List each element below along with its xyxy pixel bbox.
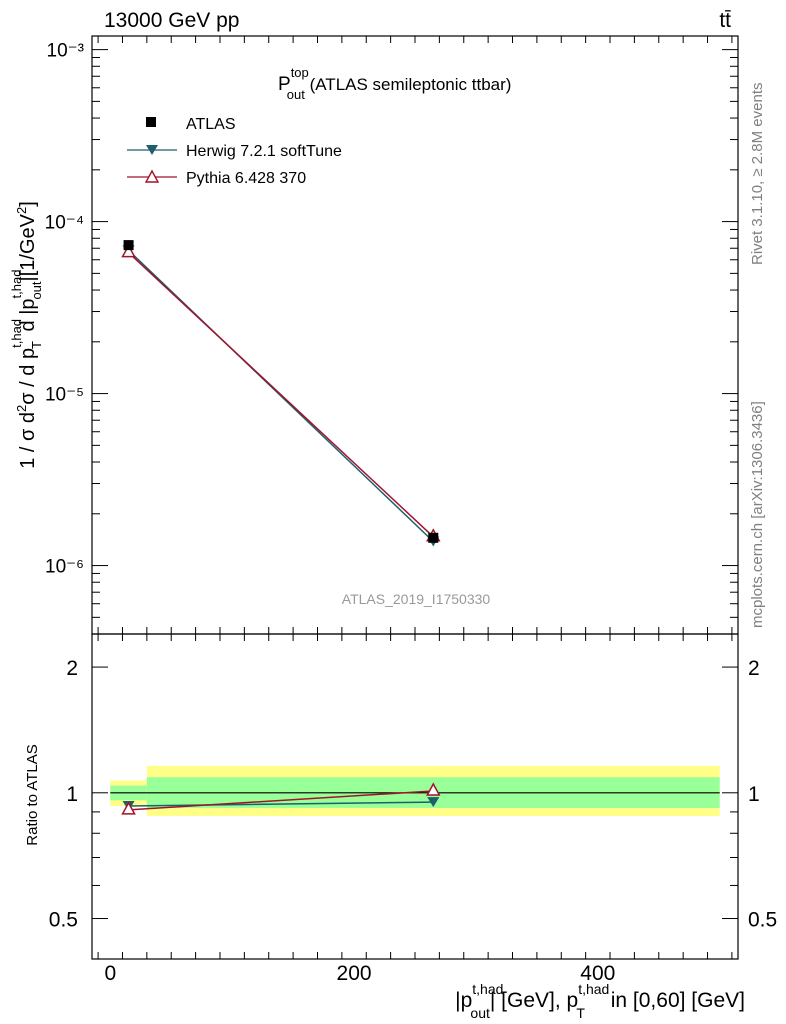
chart-title-rest: (ATLAS semileptonic ttbar) — [305, 75, 512, 94]
ratio-tick-label-left: 1 — [66, 783, 78, 806]
ratio-panel: 0.5 0.5 1 1 2 2 Ratio to ATLAS — [24, 633, 777, 960]
ratio-uncertainty-bands — [110, 765, 720, 816]
main-series-group — [121, 240, 441, 547]
series-line-pythia — [128, 252, 434, 538]
chart-title-sup: top — [291, 65, 309, 80]
ratio-tick-label-right: 0.5 — [748, 909, 777, 932]
y-tick-label: 10⁻⁶ — [45, 557, 84, 578]
legend-pythia-marker — [144, 169, 160, 183]
mcplots-label: mcplots.cern.ch [arXiv:1306.3436] — [749, 401, 766, 628]
x-tick-label: 0 — [104, 962, 116, 985]
legend-herwig-marker — [146, 145, 158, 155]
energy-label: 13000 GeV pp — [104, 9, 239, 32]
ratio-tick-label-left: 0.5 — [49, 909, 78, 932]
legend: ATLAS Herwig 7.2.1 softTune Pythia 6.428… — [127, 116, 342, 187]
analysis-id: ATLAS_2019_I1750330 — [342, 591, 491, 607]
chart-title-main: P — [278, 74, 291, 95]
series-line-herwig — [128, 249, 434, 543]
main-y-axis-ticks: 10⁻⁶ 10⁻⁵ 10⁻⁴ 10⁻³ — [45, 41, 738, 635]
chart-title-sub: out — [287, 87, 305, 102]
ratio-point-pythia — [426, 782, 441, 796]
ratio-tick-label-right: 1 — [748, 783, 760, 806]
chart-title: Ptop out (ATLAS semileptonic ttbar) — [278, 65, 511, 102]
y-tick-label: 10⁻⁴ — [45, 213, 84, 234]
x-axis-label: |pt,had out| [GeV], pt,had T in [0,60] [Ge… — [455, 981, 745, 1021]
ratio-point-herwig — [427, 797, 440, 808]
x-tick-label: 400 — [580, 962, 615, 985]
y-tick-label: 10⁻⁵ — [45, 385, 84, 406]
legend-herwig-label: Herwig 7.2.1 softTune — [186, 143, 342, 160]
legend-atlas-marker — [146, 117, 156, 127]
data-point-atlas — [428, 532, 439, 543]
ratio-point-pythia — [121, 801, 136, 815]
ratio-y-axis-ticks: 0.5 0.5 1 1 2 2 — [49, 657, 777, 960]
ratio-series-group — [121, 782, 441, 815]
x-tick-label: 200 — [337, 962, 372, 985]
x-axis-ticks: 0 200 400 — [97, 36, 733, 985]
rivet-label: Rivet 3.1.10, ≥ 2.8M events — [749, 83, 766, 266]
data-point-atlas — [123, 240, 134, 251]
y-tick-label: 10⁻³ — [47, 41, 85, 62]
y-axis-label: 1 / σ d2σ / d pt,had T d |pt,had out|[1/Ge… — [9, 201, 44, 469]
ratio-line-herwig — [128, 801, 434, 807]
legend-atlas-label: ATLAS — [186, 116, 236, 133]
ratio-line-pythia — [128, 790, 434, 811]
ratio-tick-label-right: 2 — [748, 657, 760, 680]
process-label: tt̄ — [719, 9, 731, 32]
ratio-y-axis-label: Ratio to ATLAS — [24, 744, 41, 845]
data-point-pythia — [121, 244, 136, 258]
main-panel: 10⁻⁶ 10⁻⁵ 10⁻⁴ 10⁻³ Ptop out (ATLAS semilept… — [45, 35, 739, 635]
ratio-tick-label-left: 2 — [66, 657, 78, 680]
legend-pythia-label: Pythia 6.428 370 — [186, 170, 306, 187]
